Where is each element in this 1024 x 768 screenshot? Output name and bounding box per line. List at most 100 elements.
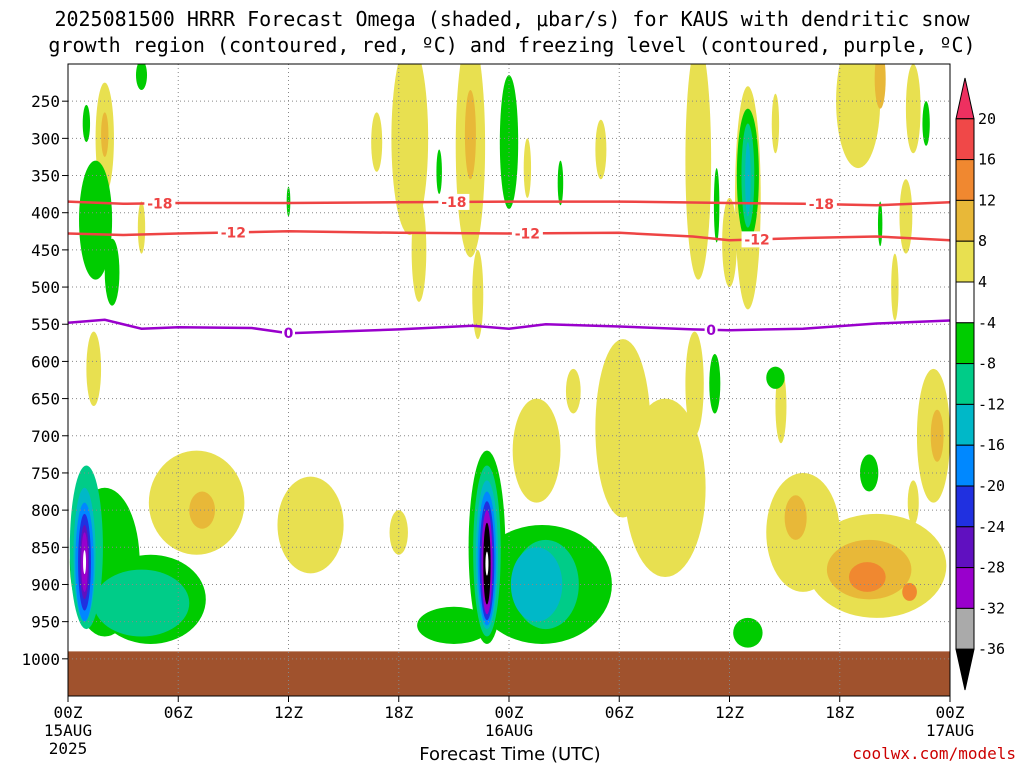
omega-region-28	[685, 331, 704, 436]
isotherm-label-1-2: -12	[744, 232, 769, 248]
isotherm-label-bg-2-1	[704, 321, 718, 338]
core-highlight-1	[485, 551, 489, 576]
ytick-label-1000: 1000	[21, 650, 60, 669]
colorbar-label-6: -8	[978, 355, 996, 373]
colorbar-label-3: 8	[978, 232, 987, 250]
omega-region-40	[784, 495, 807, 540]
omega-region-3	[137, 201, 146, 254]
ytick-label-750: 750	[31, 464, 60, 483]
ytick-label-650: 650	[31, 390, 60, 409]
colorbar-label-1: 16	[978, 151, 996, 169]
colorbar-label-13: -36	[978, 640, 1005, 658]
colorbar-label-4: 4	[978, 273, 987, 291]
omega-region-10	[277, 476, 344, 574]
plot-area	[68, 64, 950, 696]
omega-region-46	[836, 64, 881, 169]
colorbar-seg-12	[955, 567, 975, 609]
xtick-sub-48: 17AUG	[926, 721, 974, 740]
colorbar-label-8: -16	[978, 436, 1005, 454]
omega-region-9	[189, 491, 215, 529]
xtick-sub-24: 16AUG	[485, 721, 533, 740]
isotherm-label-1-0: -12	[221, 225, 246, 241]
isotherm-label-bg-2-0	[282, 325, 295, 342]
ytick-label-450: 450	[31, 241, 60, 260]
ytick-label-800: 800	[31, 501, 60, 520]
isotherm-label-0-2: -18	[809, 197, 834, 213]
omega-shading	[68, 64, 950, 696]
omega-region-37	[771, 93, 780, 154]
colorbar-cap-bottom	[955, 648, 975, 691]
omega-region-41	[766, 366, 785, 389]
omega-region-31	[709, 353, 721, 414]
omega-region-4	[82, 104, 91, 143]
xtick-label-42: 18Z	[825, 703, 854, 722]
isotherm-label-1-1: -12	[515, 226, 540, 242]
colorbar-seg-4	[955, 240, 975, 283]
omega-region-23	[512, 398, 561, 503]
isotherm-label-bg-1-0	[217, 224, 249, 241]
colorbar-seg-7	[955, 363, 975, 405]
core-highlight-0	[83, 550, 87, 575]
omega-region-44	[848, 562, 886, 592]
xtick-label-18: 18Z	[384, 703, 413, 722]
isotherm-line-1	[67, 230, 951, 242]
omega-region-13	[411, 197, 427, 302]
omega-region-24	[565, 368, 581, 414]
omega-region-77	[733, 617, 763, 648]
title-line-2: growth region (contoured, red, ºC) and f…	[48, 33, 976, 57]
isotherm-label-bg-0-2	[805, 196, 837, 213]
colorbar: 20 16 12 8 4 -4 -8 -12 -16 -20 -24 -28 -32 -36	[955, 77, 1005, 691]
ytick-label-700: 700	[31, 427, 60, 446]
colorbar-label-0: 20	[978, 110, 996, 128]
chart-title: 2025081500 HRRR Forecast Omega (shaded, …	[0, 6, 1024, 58]
xtick-label-6: 06Z	[164, 703, 193, 722]
omega-region-29	[685, 64, 712, 280]
omega-region-30	[713, 168, 720, 243]
colorbar-label-5: -4	[978, 314, 996, 332]
xtick-label-48: 00Z	[936, 703, 965, 722]
xtick-label-36: 12Z	[715, 703, 744, 722]
omega-region-2	[101, 112, 109, 157]
omega-region-19	[436, 149, 442, 195]
omega-region-51	[877, 201, 883, 247]
omega-region-21	[523, 138, 532, 198]
title-line-1: 2025081500 HRRR Forecast Omega (shaded, …	[54, 7, 970, 31]
omega-region-47	[874, 64, 886, 109]
colorbar-seg-2	[955, 159, 975, 201]
ytick-label-950: 950	[31, 613, 60, 632]
isotherm-label-bg-1-1	[511, 225, 543, 242]
temperature-contours: -18 -18 -18 -12 -12 -12 0 0	[67, 193, 951, 342]
isotherm-label-2-0: 0	[284, 326, 294, 342]
ytick-label-400: 400	[31, 204, 60, 223]
colorbar-seg-11	[955, 526, 975, 569]
xtick-sub2-0: 2025	[49, 739, 88, 758]
colorbar-seg-9	[955, 444, 975, 487]
isotherm-label-bg-0-1	[438, 193, 470, 210]
isotherm-label-2-1: 0	[706, 323, 716, 339]
axes: 250 300 350 400 450 500 550 600 650 700 750 800 850 9…	[21, 63, 974, 758]
omega-region-50	[891, 253, 899, 321]
x-axis-title: Forecast Time (UTC)	[419, 744, 601, 765]
omega-region-5	[79, 160, 113, 280]
omega-region-27	[624, 398, 706, 578]
omega-region-36	[745, 142, 751, 217]
colorbar-label-12: -32	[978, 599, 1005, 617]
colorbar-seg-13	[955, 607, 975, 650]
xtick-sub-0: 15AUG	[44, 721, 92, 740]
colorbar-seg-5	[955, 281, 975, 324]
omega-region-55	[930, 409, 944, 462]
omega-region-59	[93, 569, 190, 637]
xtick-label-24: 00Z	[495, 703, 524, 722]
omega-region-67	[417, 606, 491, 644]
omega-region-49	[905, 64, 921, 154]
omega-region-20	[286, 186, 291, 217]
omega-region-56	[907, 480, 919, 525]
isotherm-label-0-0: -18	[147, 196, 172, 212]
isotherm-label-0-1: -18	[441, 195, 466, 211]
omega-region-6	[104, 238, 120, 306]
omega-region-7	[135, 64, 148, 91]
xtick-label-0: 00Z	[54, 703, 83, 722]
xtick-label-12: 12Z	[274, 703, 303, 722]
ytick-label-300: 300	[31, 129, 60, 148]
